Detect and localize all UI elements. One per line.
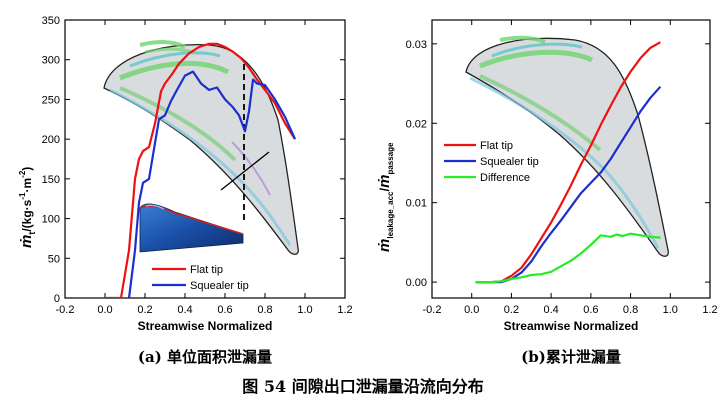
legend-label-squealer-b: Squealer tip <box>480 156 539 168</box>
legend-label-squealer-a: Squealer tip <box>190 280 249 292</box>
series-a <box>105 42 297 298</box>
y-tick-label-b-2: 0.02 <box>406 118 427 130</box>
x-tick-label-a-1: 0.0 <box>97 304 112 316</box>
y-tick-label-a-1: 50 <box>48 253 60 265</box>
x-tick-label-a-5: 0.8 <box>257 304 272 316</box>
caption-b: (b)累计泄漏量 <box>521 348 621 366</box>
series-line-b-difference <box>475 232 661 284</box>
legend-label-flat-b: Flat tip <box>480 140 513 152</box>
legend-label-difference-b: Difference <box>480 172 530 184</box>
plot-frame-b <box>431 19 711 299</box>
y-tick-label-a-7: 350 <box>42 15 60 27</box>
y-tick-label-a-6: 300 <box>42 55 60 67</box>
x-tick-label-a-2: 0.2 <box>137 304 152 316</box>
figure-caption: 图 54 间隙出口泄漏量沿流向分布 <box>242 377 483 396</box>
legend-b: Flat tip Squealer tip Difference <box>444 140 539 184</box>
x-tick-label-b-2: 0.2 <box>504 304 519 316</box>
plot-frame-a <box>64 19 346 299</box>
y-tick-label-a-3: 150 <box>42 174 60 186</box>
axes-a: -0.2 0.0 0.2 0.4 0.6 0.8 1.0 1.2 0 50 100 150 200 250… <box>42 15 353 316</box>
x-tick-label-b-3: 0.4 <box>543 304 558 316</box>
squealer-tip-3d-inset <box>139 203 244 253</box>
series-b <box>475 41 662 284</box>
y-tick-label-a-2: 100 <box>42 214 60 226</box>
x-tick-label-b-6: 1.0 <box>663 304 678 316</box>
x-axis-title-b: Streamwise Normalized <box>504 319 639 333</box>
y-tick-label-a-4: 200 <box>42 134 60 146</box>
panel-b: -0.2 0.0 0.2 0.4 0.6 0.8 1.0 1.2 0.00 0.01 0.02 0.0… <box>376 19 718 366</box>
x-tick-label-b-1: 0.0 <box>464 304 479 316</box>
y-axis-title-b: ṁleakage_acc/ṁpassage <box>376 142 395 252</box>
y-tick-label-b-3: 0.03 <box>406 39 427 51</box>
x-tick-label-a-3: 0.4 <box>177 304 192 316</box>
y-tick-label-b-0: 0.00 <box>406 277 427 289</box>
caption-a: (a) 单位面积泄漏量 <box>138 348 272 366</box>
y-tick-label-a-5: 250 <box>42 94 60 106</box>
legend-label-flat-a: Flat tip <box>190 264 223 276</box>
y-tick-label-a-0: 0 <box>54 293 60 305</box>
x-tick-label-a-6: 1.0 <box>297 304 312 316</box>
x-tick-label-b-7: 1.2 <box>702 304 717 316</box>
legend-a: Flat tip Squealer tip <box>152 264 249 292</box>
series-line-b-flat-tip <box>475 41 661 284</box>
y-axis-title-a: ṁt/(kg·s-1·m-2) <box>18 167 37 248</box>
x-tick-label-a-0: -0.2 <box>56 304 75 316</box>
x-tick-label-b-0: -0.2 <box>423 304 442 316</box>
panel-a: -0.2 0.0 0.2 0.4 0.6 0.8 1.0 1.2 0 50 100 150 200 250… <box>18 15 353 366</box>
x-tick-label-b-4: 0.6 <box>583 304 598 316</box>
x-axis-title-a: Streamwise Normalized <box>138 319 273 333</box>
series-line-a-squealer-tip <box>127 70 297 298</box>
series-line-a-flat-tip <box>105 42 296 298</box>
x-tick-label-a-7: 1.2 <box>337 304 352 316</box>
x-tick-label-a-4: 0.6 <box>217 304 232 316</box>
x-tick-label-b-5: 0.8 <box>623 304 638 316</box>
y-tick-label-b-1: 0.01 <box>406 198 427 210</box>
axes-b: -0.2 0.0 0.2 0.4 0.6 0.8 1.0 1.2 0.00 0.01 0.02 0.0… <box>406 20 718 316</box>
